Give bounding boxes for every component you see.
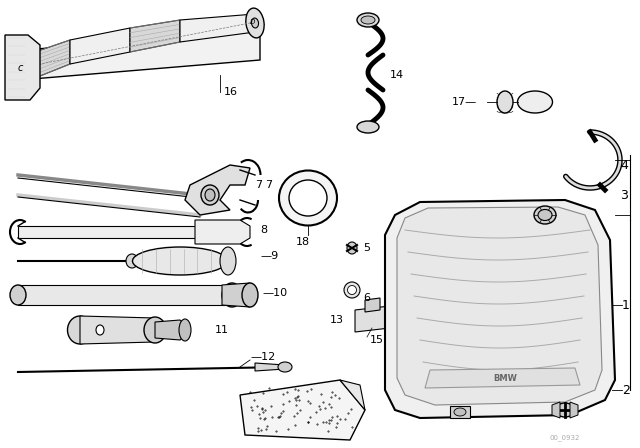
Text: BMW: BMW — [493, 374, 517, 383]
Text: 8: 8 — [260, 225, 267, 235]
Polygon shape — [195, 220, 250, 244]
Polygon shape — [130, 20, 180, 52]
Polygon shape — [240, 380, 365, 440]
Polygon shape — [18, 226, 200, 238]
Polygon shape — [5, 35, 40, 100]
Text: 5: 5 — [363, 243, 370, 253]
Ellipse shape — [179, 319, 191, 341]
Text: 14: 14 — [390, 70, 404, 80]
Ellipse shape — [278, 362, 292, 372]
Ellipse shape — [144, 317, 166, 343]
Text: 17—: 17— — [452, 97, 477, 107]
Text: —10: —10 — [262, 288, 287, 298]
Polygon shape — [155, 320, 185, 340]
Ellipse shape — [555, 403, 575, 417]
Text: —9: —9 — [260, 251, 278, 261]
Text: D: D — [250, 19, 256, 25]
Ellipse shape — [10, 285, 26, 305]
Polygon shape — [222, 283, 250, 307]
Polygon shape — [450, 406, 470, 418]
Ellipse shape — [220, 247, 236, 275]
Ellipse shape — [126, 254, 138, 268]
Text: 18: 18 — [296, 237, 310, 247]
Ellipse shape — [357, 13, 379, 27]
Text: c: c — [17, 63, 22, 73]
Ellipse shape — [132, 247, 227, 275]
Ellipse shape — [538, 210, 552, 220]
Ellipse shape — [289, 180, 327, 216]
Text: 1: 1 — [622, 298, 630, 311]
Text: 00_0932: 00_0932 — [550, 435, 580, 441]
Polygon shape — [255, 363, 285, 371]
Text: 6: 6 — [363, 293, 370, 303]
Text: 2: 2 — [622, 383, 630, 396]
Polygon shape — [385, 200, 615, 418]
Polygon shape — [355, 306, 390, 332]
Polygon shape — [70, 28, 130, 64]
Polygon shape — [570, 402, 578, 418]
Ellipse shape — [12, 44, 33, 86]
Ellipse shape — [96, 325, 104, 335]
Ellipse shape — [279, 171, 337, 225]
Polygon shape — [365, 298, 380, 312]
Polygon shape — [80, 316, 155, 344]
Ellipse shape — [518, 91, 552, 113]
Text: 4: 4 — [620, 159, 628, 172]
Ellipse shape — [534, 206, 556, 224]
Ellipse shape — [497, 91, 513, 113]
Ellipse shape — [205, 189, 215, 201]
Text: 13: 13 — [330, 315, 344, 325]
Ellipse shape — [454, 408, 466, 416]
Text: —12: —12 — [250, 352, 275, 362]
Polygon shape — [18, 285, 230, 305]
Ellipse shape — [67, 316, 93, 344]
Text: 3: 3 — [620, 189, 628, 202]
Text: 11: 11 — [215, 325, 229, 335]
Text: 7: 7 — [255, 180, 262, 190]
Ellipse shape — [361, 16, 375, 24]
Ellipse shape — [201, 185, 219, 205]
Polygon shape — [397, 207, 602, 405]
Polygon shape — [35, 40, 70, 78]
Text: 15: 15 — [370, 335, 384, 345]
Polygon shape — [425, 368, 580, 388]
Polygon shape — [20, 30, 260, 80]
Ellipse shape — [347, 242, 357, 254]
Polygon shape — [185, 165, 250, 215]
Ellipse shape — [242, 283, 258, 307]
Polygon shape — [552, 402, 560, 418]
Ellipse shape — [357, 121, 379, 133]
Ellipse shape — [222, 283, 242, 307]
Polygon shape — [340, 380, 365, 410]
Ellipse shape — [344, 282, 360, 298]
Ellipse shape — [252, 18, 259, 28]
Text: 16: 16 — [224, 87, 238, 97]
Polygon shape — [180, 14, 255, 42]
Ellipse shape — [348, 285, 356, 294]
Ellipse shape — [246, 8, 264, 38]
Text: 7: 7 — [265, 180, 272, 190]
